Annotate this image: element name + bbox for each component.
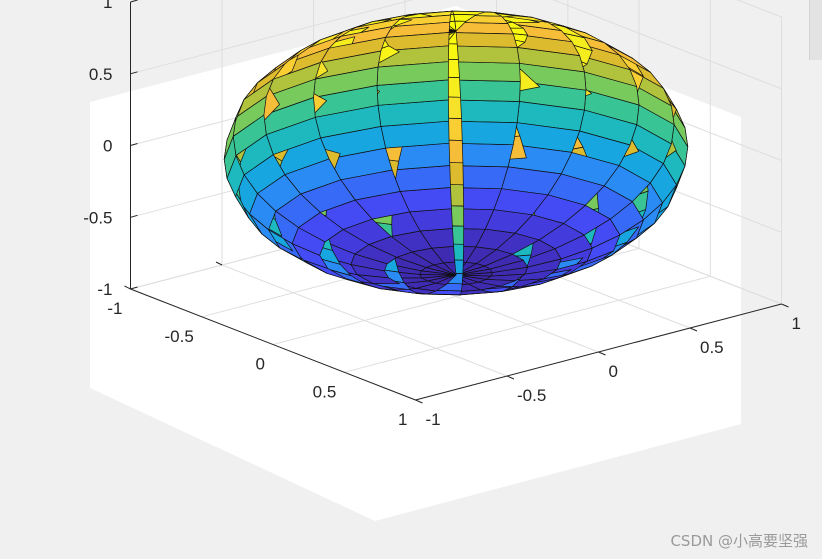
x-tick-mark: [689, 327, 698, 332]
x-tick-label: -1: [426, 410, 441, 429]
z-tick-mark: [130, 71, 138, 75]
y-axis-tick-labels: -1 -0.5 0 0.5 1: [107, 299, 407, 429]
x-tick-mark: [415, 399, 423, 404]
axis-lines: [124, 0, 789, 404]
surface-patch: [448, 45, 520, 64]
x-tick-label: 0: [609, 362, 618, 381]
y-tick-label: 0.5: [313, 382, 337, 401]
grid-line: [130, 0, 414, 75]
x-tick-label: 0.5: [700, 338, 724, 357]
surface-patch: [223, 117, 237, 160]
y-tick-mark: [124, 285, 131, 290]
z-tick-mark: [130, 0, 138, 3]
ellipsoid-surface: [223, 10, 689, 296]
x-tick-mark: [506, 375, 515, 380]
z-tick-label: -1: [97, 280, 112, 299]
y-tick-label: 0: [256, 355, 265, 374]
grid-line: [221, 264, 508, 377]
y-tick-label: 1: [398, 410, 407, 429]
z-tick-mark: [130, 143, 138, 146]
y-tick-mark: [215, 261, 223, 266]
surface-patch: [448, 32, 518, 48]
z-tick-label: 1: [103, 0, 112, 12]
x-tick-label: 1: [792, 314, 801, 333]
y-tick-label: -0.5: [165, 327, 194, 346]
watermark: CSDN @小高要坚强: [670, 532, 808, 550]
z-tick-mark: [130, 286, 138, 290]
x-tick-label: -0.5: [517, 386, 546, 405]
z-tick-label: 0: [103, 137, 112, 156]
y-axis-line: [130, 288, 416, 401]
grid-line: [552, 0, 782, 90]
x-tick-mark: [598, 351, 606, 356]
x-axis-tick-labels: -1 -0.5 0 0.5 1: [426, 314, 801, 429]
y-tick-label: -1: [107, 299, 122, 318]
window-edge-scrollbar: [809, 0, 822, 60]
z-tick-mark: [130, 214, 138, 218]
z-tick-label: 0.5: [89, 65, 113, 84]
z-axis-tick-labels: -1 -0.5 0 0.5 1: [83, 0, 112, 299]
z-tick-label: -0.5: [83, 208, 112, 227]
x-tick-mark: [781, 303, 789, 308]
axes-floor-panel: [90, 293, 741, 521]
